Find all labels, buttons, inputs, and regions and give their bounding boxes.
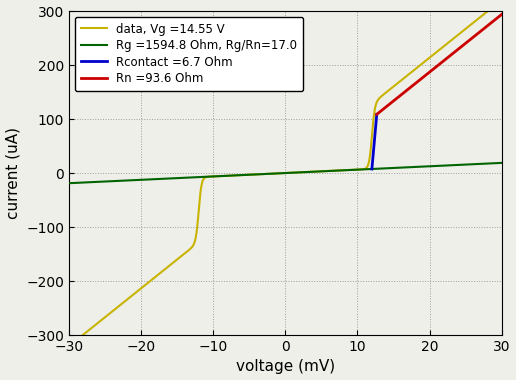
Rcontact =6.7 Ohm: [372, 139, 378, 143]
Rcontact =6.7 Ohm: [370, 154, 376, 158]
Y-axis label: current (uA): current (uA): [6, 127, 21, 219]
Rn =93.6 Ohm: [498, 12, 505, 17]
Rg =1594.8 Ohm, Rg/Rn=17.0: [147, 177, 153, 182]
Rn =93.6 Ohm: [489, 20, 495, 25]
Line: data, Vg =14.55 V: data, Vg =14.55 V: [69, 0, 502, 346]
Rcontact =6.7 Ohm: [373, 116, 379, 121]
Rg =1594.8 Ohm, Rg/Rn=17.0: [462, 162, 468, 167]
Rn =93.6 Ohm: [402, 89, 409, 93]
data, Vg =14.55 V: [498, 0, 505, 2]
Rn =93.6 Ohm: [438, 60, 444, 65]
Rcontact =6.7 Ohm: [369, 167, 375, 171]
Rn =93.6 Ohm: [448, 52, 454, 57]
Rg =1594.8 Ohm, Rg/Rn=17.0: [83, 180, 89, 185]
Rg =1594.8 Ohm, Rg/Rn=17.0: [181, 176, 187, 180]
Rcontact =6.7 Ohm: [370, 156, 376, 161]
X-axis label: voltage (mV): voltage (mV): [236, 359, 335, 374]
Rg =1594.8 Ohm, Rg/Rn=17.0: [477, 162, 483, 166]
data, Vg =14.55 V: [443, 42, 449, 46]
Rg =1594.8 Ohm, Rg/Rn=17.0: [92, 180, 98, 184]
Rcontact =6.7 Ohm: [374, 112, 380, 117]
data, Vg =14.55 V: [490, 5, 496, 9]
data, Vg =14.55 V: [66, 344, 72, 348]
Rcontact =6.7 Ohm: [372, 134, 378, 139]
Line: Rg =1594.8 Ohm, Rg/Rn=17.0: Rg =1594.8 Ohm, Rg/Rn=17.0: [69, 163, 502, 183]
Rn =93.6 Ohm: [492, 17, 498, 22]
Rn =93.6 Ohm: [374, 112, 380, 117]
Line: Rcontact =6.7 Ohm: Rcontact =6.7 Ohm: [372, 114, 377, 169]
Rcontact =6.7 Ohm: [374, 115, 380, 119]
data, Vg =14.55 V: [232, 173, 238, 178]
data, Vg =14.55 V: [115, 304, 121, 309]
data, Vg =14.55 V: [141, 284, 147, 288]
Line: Rn =93.6 Ohm: Rn =93.6 Ohm: [377, 14, 502, 114]
Rg =1594.8 Ohm, Rg/Rn=17.0: [498, 161, 505, 165]
Rg =1594.8 Ohm, Rg/Rn=17.0: [66, 181, 72, 185]
Rn =93.6 Ohm: [398, 93, 404, 97]
data, Vg =14.55 V: [251, 172, 257, 177]
Legend: data, Vg =14.55 V, Rg =1594.8 Ohm, Rg/Rn=17.0, Rcontact =6.7 Ohm, Rn =93.6 Ohm: data, Vg =14.55 V, Rg =1594.8 Ohm, Rg/Rn…: [75, 17, 303, 91]
